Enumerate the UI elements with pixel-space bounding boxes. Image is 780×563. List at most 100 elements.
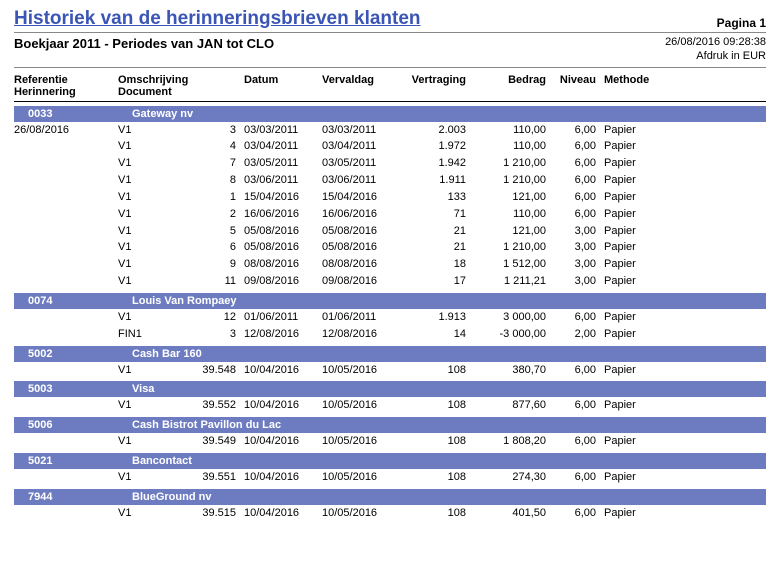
table-row: V1908/08/201608/08/2016181 512,003,00Pap… (14, 256, 766, 273)
cell-bedrag: 1 808,20 (474, 434, 554, 449)
group-ref: 7944 (14, 491, 132, 503)
cell-niveau: 6,00 (554, 363, 604, 378)
cell-herinnering: V1 (118, 434, 194, 449)
cell-methode: Papier (604, 190, 674, 205)
cell-niveau: 6,00 (554, 139, 604, 154)
cell-herinnering: V1 (118, 257, 194, 272)
group-ref: 5021 (14, 455, 132, 467)
cell-methode: Papier (604, 139, 674, 154)
table-row: V139.55210/04/201610/05/2016108877,606,0… (14, 397, 766, 414)
group-header: 0074Louis Van Rompaey (14, 293, 766, 309)
cell-bedrag: 401,50 (474, 506, 554, 521)
col-vertraging: Vertraging (400, 74, 474, 98)
cell-date-left (14, 224, 118, 239)
cell-niveau: 6,00 (554, 434, 604, 449)
cell-niveau: 3,00 (554, 257, 604, 272)
cell-vertraging: 108 (400, 398, 474, 413)
cell-date-left: 26/08/2016 (14, 123, 118, 138)
cell-date-left (14, 310, 118, 325)
report-title: Historiek van de herinneringsbrieven kla… (14, 8, 421, 30)
cell-herinnering: V1 (118, 224, 194, 239)
cell-vervaldag: 16/06/2016 (322, 207, 400, 222)
cell-vertraging: 1.913 (400, 310, 474, 325)
cell-vervaldag: 01/06/2011 (322, 310, 400, 325)
cell-document: 6 (194, 240, 244, 255)
cell-niveau: 6,00 (554, 173, 604, 188)
cell-vervaldag: 10/05/2016 (322, 506, 400, 521)
table-row: V1605/08/201605/08/2016211 210,003,00Pap… (14, 239, 766, 256)
table-row: V1403/04/201103/04/20111.972110,006,00Pa… (14, 138, 766, 155)
cell-document: 2 (194, 207, 244, 222)
group-name: Visa (132, 383, 766, 395)
cell-herinnering: V1 (118, 123, 194, 138)
table-row: V1803/06/201103/06/20111.9111 210,006,00… (14, 172, 766, 189)
col-niveau: Niveau (554, 74, 604, 98)
group-header: 5003Visa (14, 381, 766, 397)
col-bedrag: Bedrag (474, 74, 554, 98)
cell-herinnering: V1 (118, 310, 194, 325)
cell-vervaldag: 10/05/2016 (322, 470, 400, 485)
cell-niveau: 3,00 (554, 224, 604, 239)
cell-methode: Papier (604, 506, 674, 521)
col-referentie: Referentie Herinnering (14, 74, 118, 98)
cell-niveau: 2,00 (554, 327, 604, 342)
cell-vervaldag: 03/06/2011 (322, 173, 400, 188)
cell-document: 12 (194, 310, 244, 325)
cell-date-left (14, 327, 118, 342)
report-header-sub: Boekjaar 2011 - Periodes van JAN tot CLO… (14, 33, 766, 68)
cell-document: 39.549 (194, 434, 244, 449)
cell-document: 1 (194, 190, 244, 205)
cell-date-left (14, 240, 118, 255)
cell-datum: 08/08/2016 (244, 257, 322, 272)
cell-bedrag: 380,70 (474, 363, 554, 378)
cell-date-left (14, 257, 118, 272)
cell-vertraging: 71 (400, 207, 474, 222)
cell-vertraging: 108 (400, 363, 474, 378)
table-row: V11201/06/201101/06/20111.9133 000,006,0… (14, 309, 766, 326)
cell-vervaldag: 03/04/2011 (322, 139, 400, 154)
cell-bedrag: 1 210,00 (474, 173, 554, 188)
cell-bedrag: 877,60 (474, 398, 554, 413)
table-row: V139.54810/04/201610/05/2016108380,706,0… (14, 362, 766, 379)
currency-note: Afdruk in EUR (665, 50, 766, 64)
table-row: V139.54910/04/201610/05/20161081 808,206… (14, 433, 766, 450)
cell-herinnering: V1 (118, 139, 194, 154)
cell-datum: 10/04/2016 (244, 434, 322, 449)
cell-datum: 10/04/2016 (244, 506, 322, 521)
cell-niveau: 6,00 (554, 123, 604, 138)
cell-vervaldag: 03/03/2011 (322, 123, 400, 138)
cell-methode: Papier (604, 207, 674, 222)
cell-vervaldag: 15/04/2016 (322, 190, 400, 205)
cell-vertraging: 14 (400, 327, 474, 342)
cell-methode: Papier (604, 434, 674, 449)
cell-date-left (14, 156, 118, 171)
cell-document: 8 (194, 173, 244, 188)
cell-bedrag: 110,00 (474, 123, 554, 138)
group-name: BlueGround nv (132, 491, 766, 503)
cell-vervaldag: 08/08/2016 (322, 257, 400, 272)
report-meta: 26/08/2016 09:28:38 Afdruk in EUR (665, 36, 766, 64)
cell-niveau: 3,00 (554, 240, 604, 255)
cell-document: 39.551 (194, 470, 244, 485)
cell-datum: 03/03/2011 (244, 123, 322, 138)
cell-datum: 05/08/2016 (244, 240, 322, 255)
group-ref: 5006 (14, 419, 132, 431)
cell-niveau: 6,00 (554, 398, 604, 413)
cell-herinnering: V1 (118, 207, 194, 222)
cell-date-left (14, 173, 118, 188)
report-header-top: Historiek van de herinneringsbrieven kla… (14, 8, 766, 33)
group-name: Gateway nv (132, 108, 766, 120)
cell-herinnering: V1 (118, 156, 194, 171)
cell-methode: Papier (604, 310, 674, 325)
cell-document: 4 (194, 139, 244, 154)
cell-datum: 01/06/2011 (244, 310, 322, 325)
cell-vertraging: 1.972 (400, 139, 474, 154)
cell-methode: Papier (604, 363, 674, 378)
cell-herinnering: FIN1 (118, 327, 194, 342)
cell-vervaldag: 09/08/2016 (322, 274, 400, 289)
cell-vertraging: 21 (400, 240, 474, 255)
group-ref: 5002 (14, 348, 132, 360)
cell-niveau: 6,00 (554, 207, 604, 222)
cell-vervaldag: 05/08/2016 (322, 240, 400, 255)
group-header: 5021Bancontact (14, 453, 766, 469)
